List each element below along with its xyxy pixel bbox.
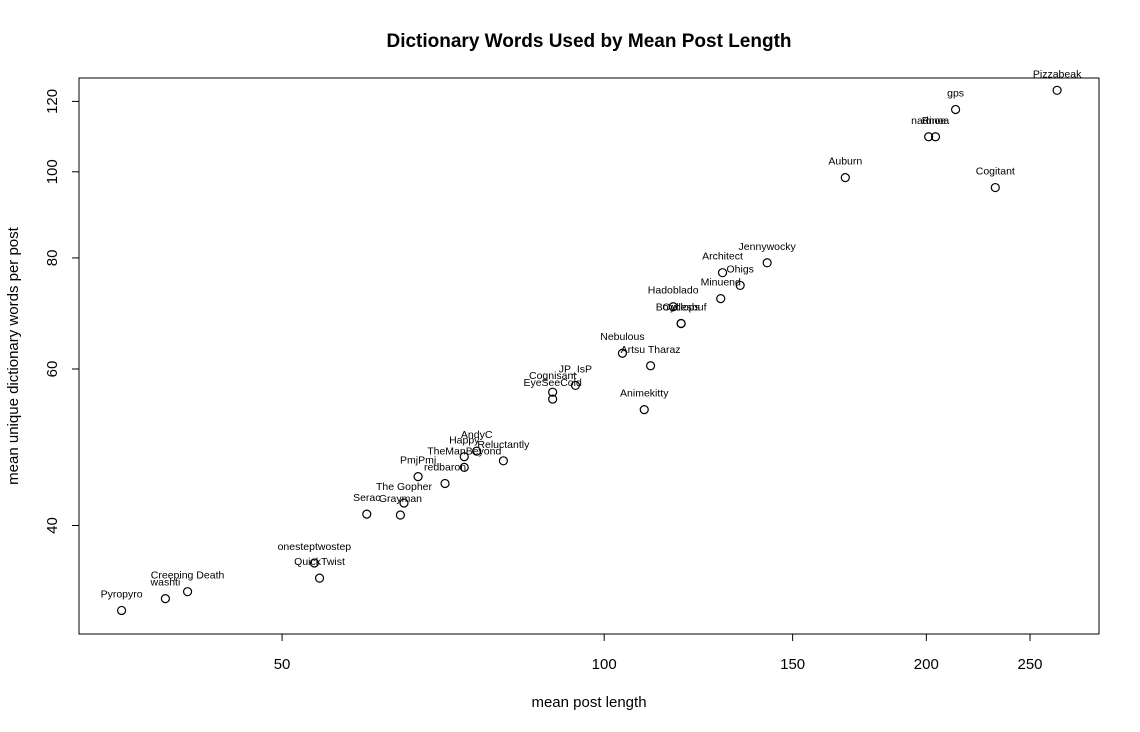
data-point-label: Pizzabeak bbox=[1033, 68, 1082, 80]
data-point bbox=[676, 318, 686, 329]
data-point bbox=[314, 573, 325, 583]
data-point bbox=[309, 558, 319, 568]
data-point bbox=[459, 452, 469, 462]
data-point bbox=[548, 387, 558, 397]
y-tick-label: 60 bbox=[44, 361, 61, 378]
data-point-label: onesteptwostep bbox=[278, 541, 352, 553]
data-point-label: The Gopher bbox=[376, 481, 433, 493]
data-point bbox=[548, 394, 558, 404]
data-point bbox=[395, 510, 406, 520]
data-point bbox=[399, 498, 409, 508]
data-point-label: Hadoblado bbox=[648, 285, 699, 297]
y-tick-label: 120 bbox=[44, 89, 61, 114]
data-point-label: Minuend bbox=[701, 277, 741, 289]
x-tick-label: 200 bbox=[914, 656, 939, 673]
data-point bbox=[617, 348, 628, 358]
x-tick-label: 100 bbox=[592, 656, 617, 673]
data-point bbox=[440, 478, 450, 489]
data-point-label: nadnoe bbox=[911, 115, 946, 127]
data-point-label: QuickTwist bbox=[294, 556, 345, 568]
data-point-label: Serac bbox=[353, 492, 380, 504]
x-tick-label: 250 bbox=[1018, 656, 1043, 673]
data-point bbox=[950, 104, 961, 115]
data-point-label: JP_IsP bbox=[559, 363, 592, 375]
plot-frame bbox=[78, 77, 1100, 635]
data-point-label: Artsu Tharaz bbox=[621, 344, 681, 356]
data-point-label: Happy bbox=[449, 435, 480, 447]
data-point bbox=[717, 268, 728, 278]
data-point bbox=[570, 380, 581, 391]
y-axis: 40 60 80 100 120 bbox=[44, 89, 80, 534]
data-point bbox=[668, 302, 678, 312]
data-point-label: Grayman bbox=[379, 493, 422, 505]
data-point-label: AndyC bbox=[461, 429, 493, 441]
data-point-label: Cognisant bbox=[529, 370, 576, 382]
data-point-label: Animekitty bbox=[620, 388, 669, 400]
data-point bbox=[362, 509, 372, 519]
data-point-label: TheManBeyond bbox=[427, 445, 501, 457]
data-point-label: Creeping Death bbox=[151, 570, 225, 582]
data-point-label: Cyclops bbox=[662, 302, 699, 314]
x-tick-label: 50 bbox=[274, 656, 291, 673]
data-point bbox=[116, 605, 127, 616]
data-point bbox=[716, 294, 726, 304]
y-tick-label: 80 bbox=[44, 250, 61, 267]
data-point-label: gps bbox=[947, 88, 964, 100]
data-point bbox=[762, 258, 772, 268]
data-point bbox=[413, 472, 423, 482]
data-point-label: Architect bbox=[702, 251, 743, 263]
data-point bbox=[645, 361, 656, 371]
data-point-label: Pyropyro bbox=[101, 588, 143, 600]
data-point bbox=[498, 456, 508, 466]
data-point bbox=[735, 280, 745, 291]
data-point bbox=[639, 405, 649, 415]
y-tick-label: 40 bbox=[44, 517, 61, 534]
y-axis-label: mean unique dictionary words per post bbox=[5, 226, 22, 484]
data-point-label: Rinoa bbox=[922, 115, 950, 127]
x-axis: 50 100 150 200 250 bbox=[274, 633, 1043, 673]
data-point-label: EyeSeeCold bbox=[523, 377, 582, 389]
data-point bbox=[924, 132, 934, 142]
data-point-label: PmjPmj bbox=[400, 455, 436, 467]
data-point bbox=[160, 594, 171, 604]
data-point bbox=[182, 587, 193, 597]
data-point-label: Bowllesbuf bbox=[656, 302, 707, 314]
y-tick-label: 100 bbox=[44, 159, 61, 184]
data-point-label: Cogitant bbox=[976, 166, 1015, 178]
data-point-label: Auburn bbox=[828, 156, 862, 168]
data-point-label: Ohigs bbox=[726, 263, 753, 275]
x-tick-label: 150 bbox=[780, 656, 805, 673]
data-point bbox=[840, 173, 850, 183]
data-point-label: washti bbox=[150, 577, 181, 589]
data-point bbox=[990, 182, 1000, 193]
data-point-label: redbaron bbox=[424, 461, 466, 473]
data-point bbox=[930, 132, 941, 142]
data-point bbox=[472, 446, 482, 456]
data-point bbox=[1052, 85, 1062, 95]
chart-title: Dictionary Words Used by Mean Post Lengt… bbox=[386, 31, 791, 52]
data-point bbox=[459, 462, 469, 472]
data-point-label: Nebulous bbox=[600, 331, 644, 343]
data-point-label: Reluctantly bbox=[477, 439, 530, 451]
x-axis-label: mean post length bbox=[531, 694, 646, 711]
data-point-label: Jennywocky bbox=[739, 241, 797, 253]
